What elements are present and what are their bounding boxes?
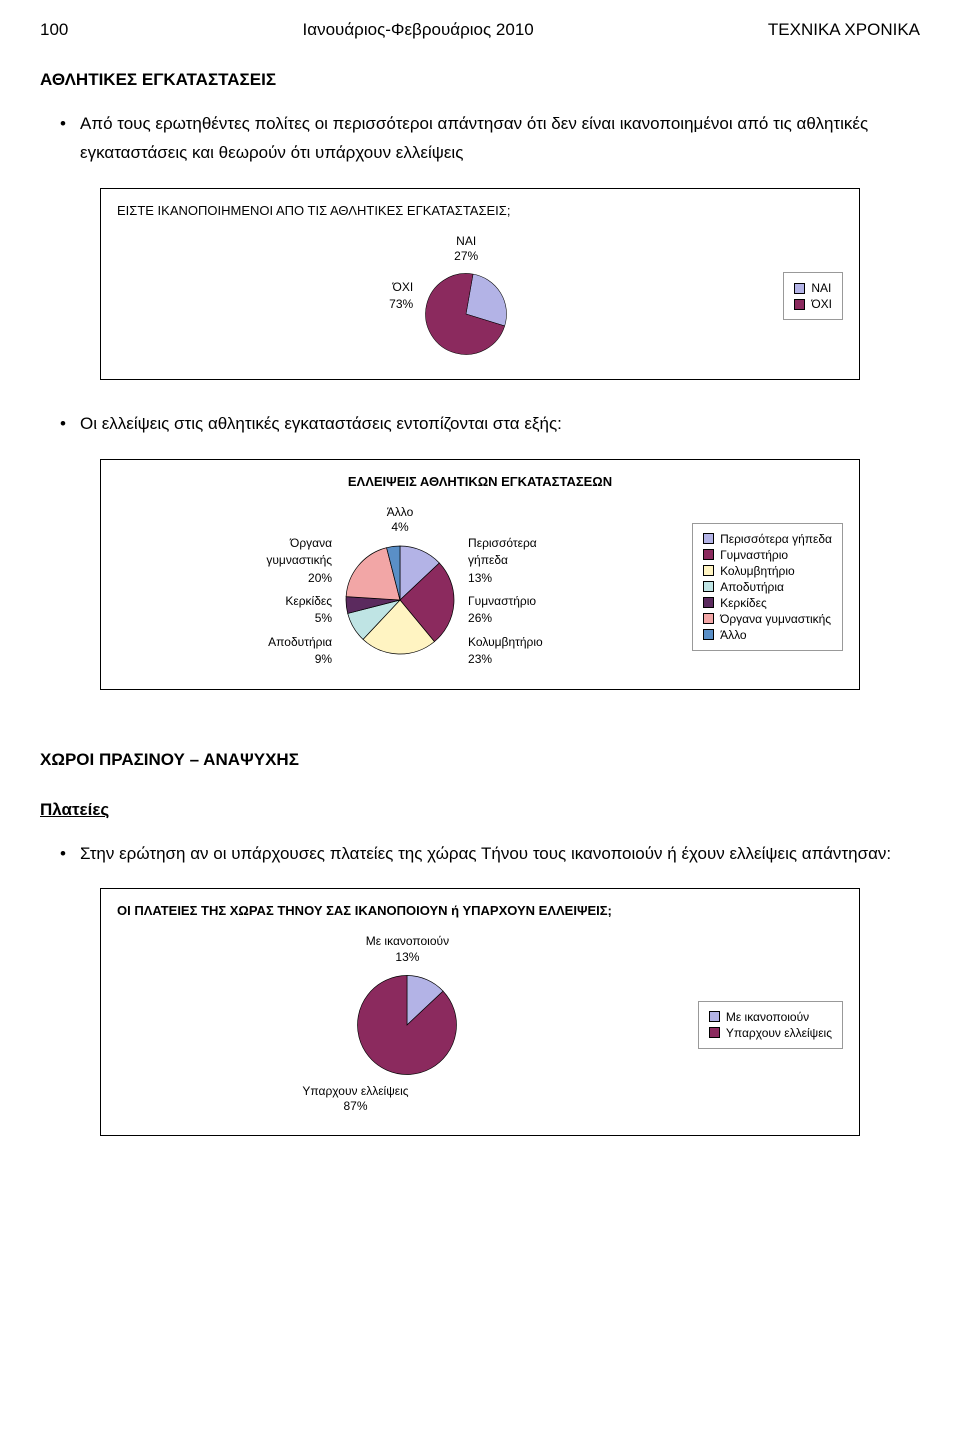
legend-label: Όργανα γυμναστικής xyxy=(720,612,831,626)
legend-item: Υπαρχουν ελλείψεις xyxy=(709,1026,832,1040)
legend-label: Άλλο xyxy=(720,628,747,642)
legend-item: Περισσότερα γήπεδα xyxy=(703,532,832,546)
pie-chart xyxy=(340,540,460,660)
chart-plateies: ΟΙ ΠΛΑΤΕΙΕΣ ΤΗΣ ΧΩΡΑΣ ΤΗΝΟΥ ΣΑΣ ΙΚΑΝΟΠΟΙ… xyxy=(100,888,860,1135)
legend-item: Γυμναστήριο xyxy=(703,548,832,562)
pie-label-top: Άλλο 4% xyxy=(387,505,414,536)
legend-swatch xyxy=(703,549,714,560)
legend-label: Υπαρχουν ελλείψεις xyxy=(726,1026,832,1040)
pie-labels-left: Όργανα γυμναστικής 20% Κερκίδες 5% Αποδυ… xyxy=(266,535,332,669)
pie-label-top: Με ικανοποιούν 13% xyxy=(366,934,449,965)
pie-chart xyxy=(352,970,462,1080)
legend-item: Κερκίδες xyxy=(703,596,832,610)
section-title-athletic: ΑΘΛΗΤΙΚΕΣ ΕΓΚΑΤΑΣΤΑΣΕΙΣ xyxy=(40,70,920,90)
chart-title: ΕΛΛΕΙΨΕΙΣ ΑΘΛΗΤΙΚΩΝ ΕΓΚΑΤΑΣΤΑΣΕΩΝ xyxy=(117,474,843,489)
legend-label: Με ικανοποιούν xyxy=(726,1010,809,1024)
legend-label: Περισσότερα γήπεδα xyxy=(720,532,832,546)
legend-label: Κολυμβητήριο xyxy=(720,564,795,578)
legend-swatch xyxy=(794,283,805,294)
pie-label-bottom: Υπαρχουν ελλείψεις 87% xyxy=(302,1084,408,1115)
legend-swatch xyxy=(703,629,714,640)
legend-item: Όργανα γυμναστικής xyxy=(703,612,832,626)
legend: Περισσότερα γήπεδα Γυμναστήριο Κολυμβητήρι… xyxy=(692,523,843,651)
pie-labels-right: Περισσότερα γήπεδα 13% Γυμναστήριο 26% Κ… xyxy=(468,535,543,669)
chart-satisfaction: ΕΙΣΤΕ ΙΚΑΝΟΠΟΙΗΜΕΝΟΙ ΑΠΟ ΤΙΣ ΑΘΛΗΤΙΚΕΣ Ε… xyxy=(100,188,860,380)
legend-item: Αποδυτήρια xyxy=(703,580,832,594)
pie-chart xyxy=(421,269,511,359)
section-title-green: ΧΩΡΟΙ ΠΡΑΣΙΝΟΥ – ΑΝΑΨΥΧΗΣ xyxy=(40,750,920,770)
bullet-text: Στην ερώτηση αν οι υπάρχουσες πλατείες τ… xyxy=(80,840,920,869)
legend-swatch xyxy=(709,1011,720,1022)
legend-swatch xyxy=(703,597,714,608)
chart-title: ΟΙ ΠΛΑΤΕΙΕΣ ΤΗΣ ΧΩΡΑΣ ΤΗΝΟΥ ΣΑΣ ΙΚΑΝΟΠΟΙ… xyxy=(117,903,843,918)
header-center: Ιανουάριος-Φεβρουάριος 2010 xyxy=(303,20,534,40)
legend-swatch xyxy=(703,565,714,576)
bullet-text: Από τους ερωτηθέντες πολίτες οι περισσότ… xyxy=(80,110,920,168)
legend-swatch xyxy=(794,299,805,310)
legend-label: Κερκίδες xyxy=(720,596,767,610)
legend-swatch xyxy=(703,581,714,592)
pie-label-oxi: ΌΧΙ 73% xyxy=(389,279,413,314)
page-header: 100 Ιανουάριος-Φεβρουάριος 2010 ΤΕΧΝΙΚΑ … xyxy=(40,20,920,40)
legend-label: ΝΑΙ xyxy=(811,281,831,295)
legend-swatch xyxy=(709,1027,720,1038)
legend: Με ικανοποιούν Υπαρχουν ελλείψεις xyxy=(698,1001,843,1049)
legend-label: ΌΧΙ xyxy=(811,297,832,311)
legend: ΝΑΙ ΌΧΙ xyxy=(783,272,843,320)
legend-label: Γυμναστήριο xyxy=(720,548,788,562)
subsection-plateies: Πλατείες xyxy=(40,800,920,820)
header-right: ΤΕΧΝΙΚΑ ΧΡΟΝΙΚΑ xyxy=(768,20,920,40)
pie-label-nai: ΝΑΙ 27% xyxy=(454,234,478,265)
legend-item: ΝΑΙ xyxy=(794,281,832,295)
legend-item: Με ικανοποιούν xyxy=(709,1010,832,1024)
legend-swatch xyxy=(703,533,714,544)
bullet-text: Οι ελλείψεις στις αθλητικές εγκαταστάσει… xyxy=(80,410,920,439)
legend-item: Άλλο xyxy=(703,628,832,642)
page-number: 100 xyxy=(40,20,68,40)
chart-title: ΕΙΣΤΕ ΙΚΑΝΟΠΟΙΗΜΕΝΟΙ ΑΠΟ ΤΙΣ ΑΘΛΗΤΙΚΕΣ Ε… xyxy=(117,203,843,218)
legend-swatch xyxy=(703,613,714,624)
chart-deficiencies: ΕΛΛΕΙΨΕΙΣ ΑΘΛΗΤΙΚΩΝ ΕΓΚΑΤΑΣΤΑΣΕΩΝ Όργανα… xyxy=(100,459,860,690)
legend-label: Αποδυτήρια xyxy=(720,580,784,594)
legend-item: ΌΧΙ xyxy=(794,297,832,311)
legend-item: Κολυμβητήριο xyxy=(703,564,832,578)
